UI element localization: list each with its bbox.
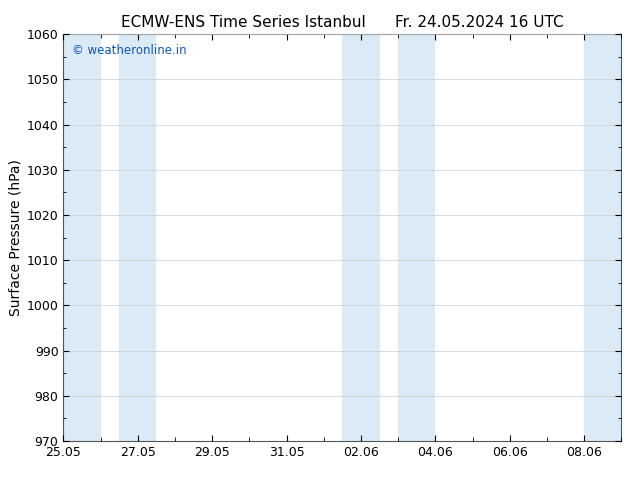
Text: © weatheronline.in: © weatheronline.in bbox=[72, 45, 186, 57]
Bar bbox=[119, 34, 157, 441]
Bar bbox=[342, 34, 380, 441]
Title: ECMW-ENS Time Series Istanbul      Fr. 24.05.2024 16 UTC: ECMW-ENS Time Series Istanbul Fr. 24.05.… bbox=[121, 15, 564, 30]
Bar bbox=[398, 34, 436, 441]
Y-axis label: Surface Pressure (hPa): Surface Pressure (hPa) bbox=[8, 159, 22, 316]
Bar bbox=[584, 34, 621, 441]
Bar bbox=[63, 34, 101, 441]
